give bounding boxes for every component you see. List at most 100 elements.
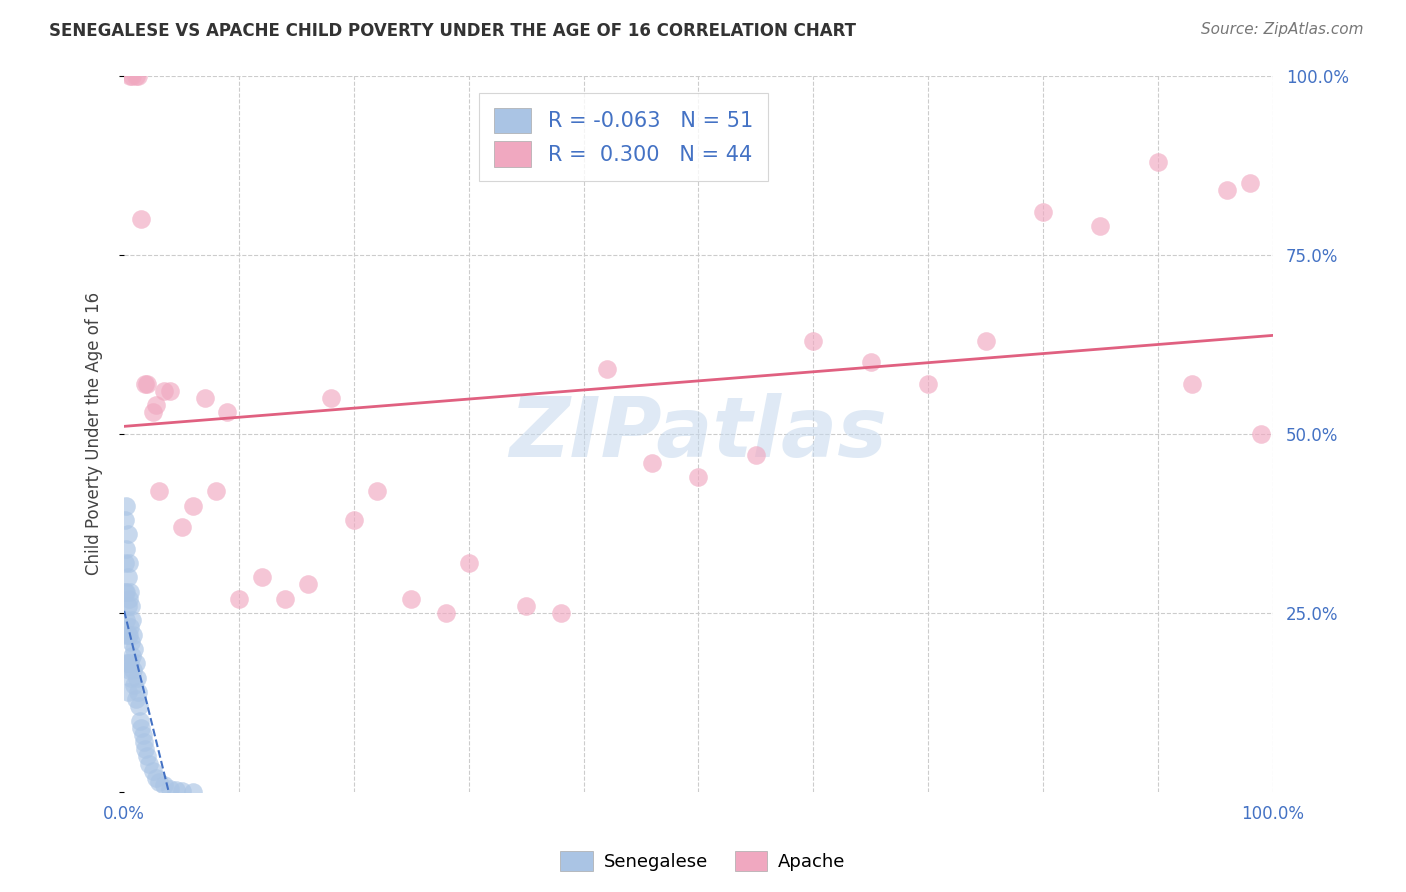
Point xyxy=(153,778,176,792)
Point xyxy=(366,484,388,499)
Point xyxy=(117,599,139,613)
Point xyxy=(115,657,138,671)
Point xyxy=(118,627,141,641)
Point xyxy=(115,499,138,513)
Point xyxy=(117,627,139,641)
Point xyxy=(1239,176,1261,190)
Point xyxy=(401,591,423,606)
Point xyxy=(217,405,239,419)
Point xyxy=(1215,183,1237,197)
Point xyxy=(118,620,141,634)
Point xyxy=(118,69,141,83)
Point xyxy=(120,599,142,613)
Point xyxy=(515,599,537,613)
Point xyxy=(595,362,617,376)
Point xyxy=(159,781,181,796)
Point xyxy=(917,376,939,391)
Point xyxy=(122,664,145,678)
Point xyxy=(250,570,273,584)
Point xyxy=(121,613,143,627)
Point xyxy=(134,742,156,756)
Point xyxy=(117,685,139,699)
Point xyxy=(117,527,139,541)
Point xyxy=(1032,204,1054,219)
Point xyxy=(974,334,997,348)
Point xyxy=(550,606,572,620)
Point xyxy=(115,613,138,627)
Point xyxy=(118,664,141,678)
Point xyxy=(115,584,138,599)
Text: SENEGALESE VS APACHE CHILD POVERTY UNDER THE AGE OF 16 CORRELATION CHART: SENEGALESE VS APACHE CHILD POVERTY UNDER… xyxy=(49,22,856,40)
Point xyxy=(124,678,146,692)
Point xyxy=(136,749,159,764)
Point xyxy=(120,634,142,648)
Point xyxy=(159,384,181,398)
Y-axis label: Child Poverty Under the Age of 16: Child Poverty Under the Age of 16 xyxy=(86,293,103,575)
Point xyxy=(205,484,228,499)
Point xyxy=(142,764,165,778)
Point xyxy=(142,405,165,419)
Point xyxy=(131,211,153,226)
Point xyxy=(434,606,457,620)
Legend: Senegalese, Apache: Senegalese, Apache xyxy=(553,844,853,879)
Point xyxy=(343,513,366,527)
Point xyxy=(165,783,187,797)
Point xyxy=(134,376,156,391)
Point xyxy=(114,556,136,570)
Point xyxy=(118,657,141,671)
Point xyxy=(148,774,170,789)
Point xyxy=(274,591,297,606)
Point xyxy=(114,513,136,527)
Point xyxy=(124,692,146,706)
Point xyxy=(859,355,882,369)
Point xyxy=(193,391,215,405)
Point xyxy=(319,391,342,405)
Point xyxy=(1181,376,1204,391)
Point xyxy=(170,520,193,534)
Text: ZIPatlas: ZIPatlas xyxy=(509,393,887,475)
Legend: R = -0.063   N = 51, R =  0.300   N = 44: R = -0.063 N = 51, R = 0.300 N = 44 xyxy=(479,93,768,181)
Point xyxy=(122,627,145,641)
Point xyxy=(1090,219,1112,233)
Point xyxy=(117,657,139,671)
Point xyxy=(120,671,142,685)
Point xyxy=(115,541,138,556)
Point xyxy=(129,714,152,728)
Point xyxy=(117,570,139,584)
Point xyxy=(457,556,479,570)
Point xyxy=(145,398,167,412)
Point xyxy=(145,771,167,785)
Point xyxy=(131,721,153,735)
Point xyxy=(641,456,664,470)
Point xyxy=(121,69,143,83)
Point xyxy=(124,642,146,657)
Point xyxy=(127,69,149,83)
Point xyxy=(170,784,193,798)
Point xyxy=(118,584,141,599)
Point xyxy=(124,69,146,83)
Point xyxy=(181,784,204,798)
Point xyxy=(127,685,149,699)
Point xyxy=(153,384,176,398)
Point xyxy=(128,699,150,714)
Point xyxy=(228,591,250,606)
Point xyxy=(118,591,141,606)
Point xyxy=(138,756,160,771)
Point xyxy=(125,671,148,685)
Point xyxy=(148,484,170,499)
Point xyxy=(1250,426,1272,441)
Point xyxy=(136,376,159,391)
Point xyxy=(688,470,710,484)
Point xyxy=(114,627,136,641)
Point xyxy=(132,735,155,749)
Point xyxy=(1146,154,1168,169)
Point xyxy=(114,584,136,599)
Text: Source: ZipAtlas.com: Source: ZipAtlas.com xyxy=(1201,22,1364,37)
Point xyxy=(124,657,146,671)
Point xyxy=(801,334,824,348)
Point xyxy=(121,649,143,664)
Point xyxy=(181,499,204,513)
Point xyxy=(118,556,141,570)
Point xyxy=(297,577,319,591)
Point xyxy=(131,728,153,742)
